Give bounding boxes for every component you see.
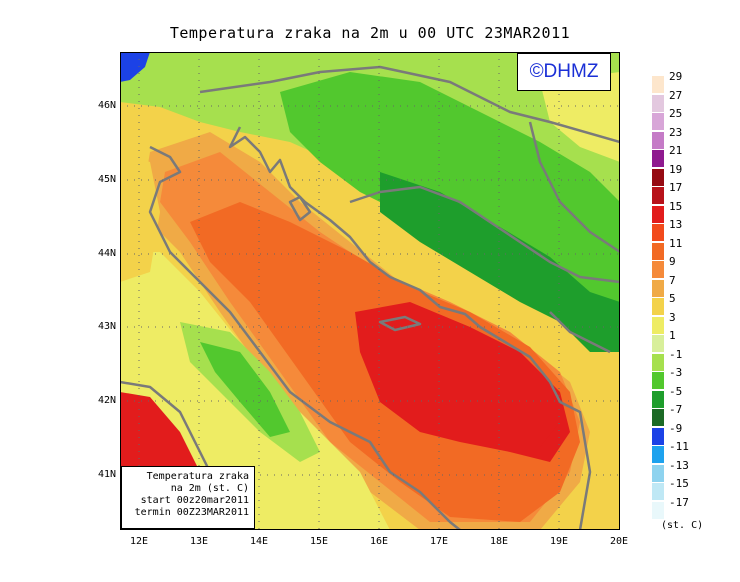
lat-label: 43N xyxy=(97,321,116,332)
legend-label: -7 xyxy=(669,403,683,416)
legend-label: 1 xyxy=(669,329,676,342)
legend-swatch xyxy=(652,501,664,519)
legend-swatch xyxy=(652,168,664,186)
legend-label: 19 xyxy=(669,162,683,176)
legend-label: -5 xyxy=(669,384,683,398)
island-krk xyxy=(288,195,312,222)
legend-label: 9 xyxy=(669,255,676,268)
legend-label: 7 xyxy=(669,273,676,287)
lon-label: 17E xyxy=(429,536,449,547)
legend-label: 23 xyxy=(669,125,683,139)
legend-label: 13 xyxy=(669,218,683,231)
legend-label: -13 xyxy=(669,458,689,472)
legend-swatch xyxy=(652,353,664,371)
legend-swatch xyxy=(652,427,664,445)
legend-label: -9 xyxy=(669,421,683,435)
info-box: Temperatura zraka na 2m (st. C) start 00… xyxy=(121,466,255,529)
temperature-band-italy-dark-green xyxy=(200,342,290,437)
legend-label: -3 xyxy=(669,366,683,379)
coastlines xyxy=(120,65,620,530)
legend-swatch xyxy=(652,446,664,463)
border-inland xyxy=(199,65,620,144)
legend-swatch xyxy=(652,94,664,112)
legend-label: 27 xyxy=(669,88,683,102)
lon-label: 13E xyxy=(189,536,209,547)
legend-swatch xyxy=(652,150,664,167)
legend-swatch xyxy=(652,224,664,241)
legend-swatch xyxy=(652,242,664,260)
border-inland-3 xyxy=(528,121,620,254)
legend-label: 11 xyxy=(669,236,683,250)
temperature-band-italy-west-yellow xyxy=(120,152,160,282)
lat-label: 45N xyxy=(97,174,116,185)
dhmz-logo: ©DHMZ xyxy=(517,53,611,91)
map-border xyxy=(120,52,620,530)
legend-swatch xyxy=(652,298,664,315)
legend-swatch xyxy=(652,390,664,408)
island-hvar xyxy=(378,315,422,332)
temperature-band-dark-green xyxy=(380,172,620,352)
info-line: Temperatura zraka xyxy=(146,471,249,482)
legend-swatch xyxy=(652,372,664,389)
temperature-map xyxy=(120,52,620,530)
lon-label: 18E xyxy=(489,536,509,547)
legend-label: 3 xyxy=(669,310,676,324)
legend-swatch xyxy=(652,279,664,297)
info-line: start 00z20mar2011 xyxy=(140,495,249,506)
legend-label: 5 xyxy=(669,292,676,305)
legend-swatch xyxy=(652,131,664,149)
legend-swatch xyxy=(652,76,664,93)
lon-label: 14E xyxy=(249,536,269,547)
legend-label: 17 xyxy=(669,181,683,194)
legend-unit: (st. C) xyxy=(661,520,704,531)
legend-label: -11 xyxy=(669,440,689,453)
map-title: Temperatura zraka na 2m u 00 UTC 23MAR20… xyxy=(169,24,571,42)
lat-label: 46N xyxy=(97,100,116,111)
legend-swatch xyxy=(652,261,664,278)
border-montenegro xyxy=(549,311,611,354)
legend-label: 15 xyxy=(669,199,683,213)
legend-swatch xyxy=(652,113,664,130)
coastline-adriatic-west xyxy=(148,145,461,530)
info-line: termin 00Z23MAR2011 xyxy=(134,507,249,518)
legend-swatch xyxy=(652,483,664,500)
legend-swatch xyxy=(652,464,664,482)
legend-label: -1 xyxy=(669,347,683,361)
legend-label: -17 xyxy=(669,495,689,509)
temperature-band-yellow-east xyxy=(540,72,620,162)
lon-label: 19E xyxy=(549,536,569,547)
info-line: na 2m (st. C) xyxy=(170,483,249,494)
lat-lon-grid xyxy=(120,52,620,530)
legend-swatch xyxy=(652,187,664,204)
temperature-band-sea-hot-south xyxy=(450,352,560,447)
lat-label: 42N xyxy=(97,395,116,406)
legend-swatch xyxy=(652,205,664,223)
legend-label: -15 xyxy=(669,477,689,490)
legend-swatch xyxy=(652,409,664,426)
temperature-band-corner-blue xyxy=(120,52,150,82)
lon-label: 16E xyxy=(369,536,389,547)
coastline-adriatic-east xyxy=(228,126,592,530)
legend-label: 21 xyxy=(669,144,683,157)
lat-label: 41N xyxy=(97,469,116,480)
lat-label: 44N xyxy=(97,248,116,259)
legend-swatch xyxy=(652,316,664,334)
lon-label: 12E xyxy=(129,536,149,547)
lon-label: 20E xyxy=(609,536,629,547)
legend-label: 29 xyxy=(669,70,683,83)
legend-label: 25 xyxy=(669,107,683,120)
lon-label: 15E xyxy=(309,536,329,547)
border-inland-2 xyxy=(349,185,620,284)
legend-swatch xyxy=(652,335,664,352)
